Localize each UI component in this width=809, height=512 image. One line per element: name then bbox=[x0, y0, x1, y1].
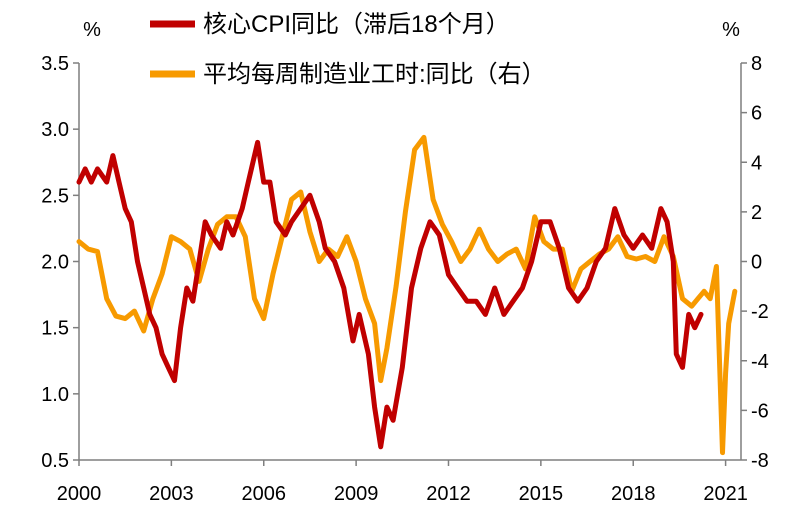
right-tick-label: -8 bbox=[751, 450, 769, 472]
x-tick-label: 2021 bbox=[703, 483, 748, 505]
x-tick-label: 2009 bbox=[334, 483, 379, 505]
x-tick-label: 2003 bbox=[149, 483, 194, 505]
right-tick-label: 2 bbox=[751, 202, 762, 224]
left-tick-label: 2.0 bbox=[41, 252, 69, 274]
left-tick-label: 0.5 bbox=[41, 450, 69, 472]
x-tick-label: 2012 bbox=[426, 483, 471, 505]
left-axis-unit: % bbox=[83, 19, 101, 41]
right-axis-ticks: -8 -6 -4 -2 0 2 4 6 8 bbox=[741, 53, 769, 472]
right-tick-label: 0 bbox=[751, 252, 762, 274]
x-tick-label: 2018 bbox=[611, 483, 656, 505]
legend-label-core-cpi: 核心CPI同比（滞后18个月） bbox=[203, 11, 510, 38]
left-tick-label: 1.0 bbox=[41, 384, 69, 406]
series-layer bbox=[76, 134, 738, 456]
right-tick-label: -6 bbox=[751, 400, 769, 422]
right-tick-label: 8 bbox=[751, 53, 762, 75]
left-tick-label: 3.0 bbox=[41, 119, 69, 141]
left-axis-ticks: 0.5 1.0 1.5 2.0 2.5 3.0 3.5 bbox=[41, 53, 79, 472]
right-axis-unit: % bbox=[722, 19, 740, 41]
right-tick-label: -2 bbox=[751, 301, 769, 323]
x-tick-label: 2000 bbox=[57, 483, 102, 505]
left-tick-label: 2.5 bbox=[41, 185, 69, 207]
x-tick-label: 2015 bbox=[519, 483, 564, 505]
left-tick-label: 3.5 bbox=[41, 53, 69, 75]
core-cpi-series-line bbox=[76, 139, 704, 450]
right-tick-label: 6 bbox=[751, 103, 762, 125]
x-tick-label: 2006 bbox=[241, 483, 286, 505]
x-axis-ticks: 2000 2003 2006 2009 2012 2015 2018 2021 bbox=[57, 460, 748, 505]
legend-label-manufacturing-hours: 平均每周制造业工时:同比（右） bbox=[203, 61, 546, 88]
right-tick-label: -4 bbox=[751, 351, 769, 373]
manufacturing-hours-series-line bbox=[76, 134, 738, 456]
left-tick-label: 1.5 bbox=[41, 318, 69, 340]
right-tick-label: 4 bbox=[751, 152, 762, 174]
